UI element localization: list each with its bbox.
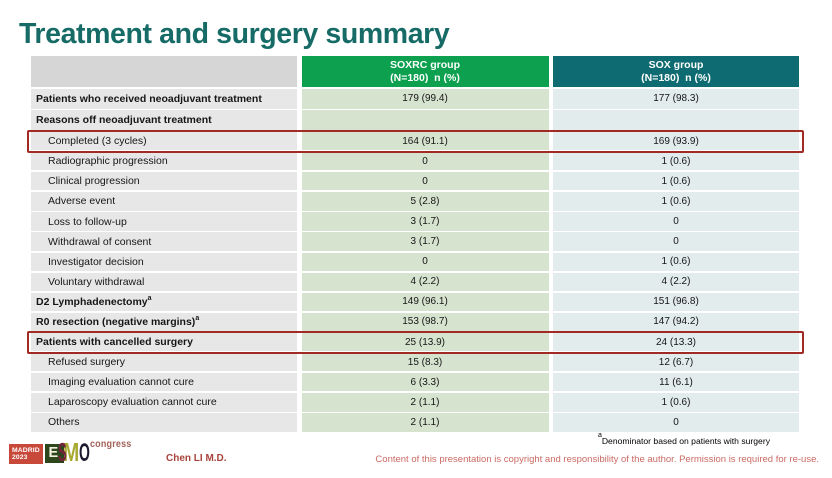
soxrc-value: 2 (1.1) [301,393,549,412]
esmo-letter-m: M [63,436,80,467]
row-label: Patients who received neoadjuvant treatm… [31,88,297,109]
sox-value: 0 [553,413,799,432]
congress-label: congress [90,438,132,450]
row-label-text: Adverse event [48,195,116,208]
sox-value: 11 (6.1) [553,373,799,392]
summary-table: SOXRC group (N=180) n (%) SOX group (N=1… [31,56,799,432]
year-label: 2023 [12,454,28,462]
esmo-letter-e: E [45,444,65,464]
sox-value: 1 (0.6) [553,252,799,271]
soxrc-value: 0 [301,152,549,171]
soxrc-value: 4 (2.2) [301,272,549,291]
row-label-text: Withdrawal of consent [48,235,152,248]
row-label: Patients with cancelled surgery [31,332,297,352]
sox-value: 147 (94.2) [553,312,799,332]
copyright-notice: Content of this presentation is copyrigh… [375,453,819,465]
row-label-text: Loss to follow-up [48,215,127,228]
row-label-text: Refused surgery [48,356,126,369]
soxrc-value: 0 [301,252,549,271]
header-cell-soxrc: SOXRC group (N=180) n (%) [301,56,549,87]
soxrc-group-name: SOXRC group [390,58,460,71]
row-label-text: Imaging evaluation cannot cure [48,376,194,389]
soxrc-value: 0 [301,172,549,191]
row-label-text: Others [48,416,80,429]
esmo-letter-o: O [79,439,91,468]
soxrc-group-n: (N=180) n (%) [390,71,460,84]
madrid-2023-badge: MADRID 2023 [9,444,43,464]
sox-group-name: SOX group [648,58,704,71]
sox-group-n: (N=180) n (%) [641,71,711,84]
row-label: Adverse event [31,192,297,211]
row-label-text: Voluntary withdrawal [48,275,145,288]
row-label-text: Radiographic progression [48,155,168,168]
sox-value: 1 (0.6) [553,393,799,412]
row-label-text: D2 Lymphadenectomy [36,295,148,308]
esmo-letter-s: S [58,437,67,468]
soxrc-value: 153 (98.7) [301,312,549,332]
row-label-text: Completed (3 cycles) [48,135,147,148]
header-cell-empty [31,56,297,87]
sox-value: 177 (98.3) [553,88,799,109]
row-label: Completed (3 cycles) [31,131,297,151]
row-label: Laparoscopy evaluation cannot cure [31,393,297,412]
row-label: Loss to follow-up [31,212,297,231]
soxrc-value: 164 (91.1) [301,131,549,151]
row-label: Withdrawal of consent [31,232,297,251]
soxrc-value: 6 (3.3) [301,373,549,392]
soxrc-value: 149 (96.1) [301,292,549,312]
sox-value: 24 (13.3) [553,332,799,352]
row-label: Others [31,413,297,432]
soxrc-value: 5 (2.8) [301,192,549,211]
row-label: Voluntary withdrawal [31,272,297,291]
row-label-text: Investigator decision [48,255,144,268]
row-label: Imaging evaluation cannot cure [31,373,297,392]
soxrc-value: 3 (1.7) [301,232,549,251]
sox-value: 0 [553,232,799,251]
sox-value: 0 [553,212,799,231]
sox-value: 1 (0.6) [553,192,799,211]
soxrc-value: 15 (8.3) [301,353,549,372]
sox-value: 4 (2.2) [553,272,799,291]
sox-value: 12 (6.7) [553,353,799,372]
soxrc-value: 2 (1.1) [301,413,549,432]
row-label: Refused surgery [31,353,297,372]
row-label-text: Patients with cancelled surgery [36,336,193,349]
sox-value: 151 (96.8) [553,292,799,312]
row-label: R0 resection (negative margins) a [31,312,297,332]
presenter-name: Chen LI M.D. [166,452,227,464]
soxrc-value: 25 (13.9) [301,332,549,352]
row-label: Investigator decision [31,252,297,271]
row-label-text: Patients who received neoadjuvant treatm… [36,92,262,105]
footnote-text: Denominator based on patients with surge… [601,436,770,446]
header-cell-sox: SOX group (N=180) n (%) [553,56,799,87]
soxrc-value: 179 (99.4) [301,88,549,109]
row-label: D2 Lymphadenectomy a [31,292,297,312]
sox-value [553,110,799,131]
row-label-text: Laparoscopy evaluation cannot cure [48,396,217,409]
row-label: Clinical progression [31,172,297,191]
slide-title: Treatment and surgery summary [19,17,450,50]
sox-value: 169 (93.9) [553,131,799,151]
row-label: Reasons off neoadjuvant treatment [31,110,297,131]
footnote-superscript: a [597,432,602,440]
sox-value: 1 (0.6) [553,172,799,191]
row-label-text: Clinical progression [48,175,140,188]
row-label-text: Reasons off neoadjuvant treatment [36,114,212,127]
row-label: Radiographic progression [31,152,297,171]
soxrc-value: 3 (1.7) [301,212,549,231]
madrid-label: MADRID [12,446,40,454]
footnote: aDenominator based on patients with surg… [0,432,770,446]
sox-value: 1 (0.6) [553,152,799,171]
soxrc-value [301,110,549,131]
row-label-text: R0 resection (negative margins) [36,315,196,328]
